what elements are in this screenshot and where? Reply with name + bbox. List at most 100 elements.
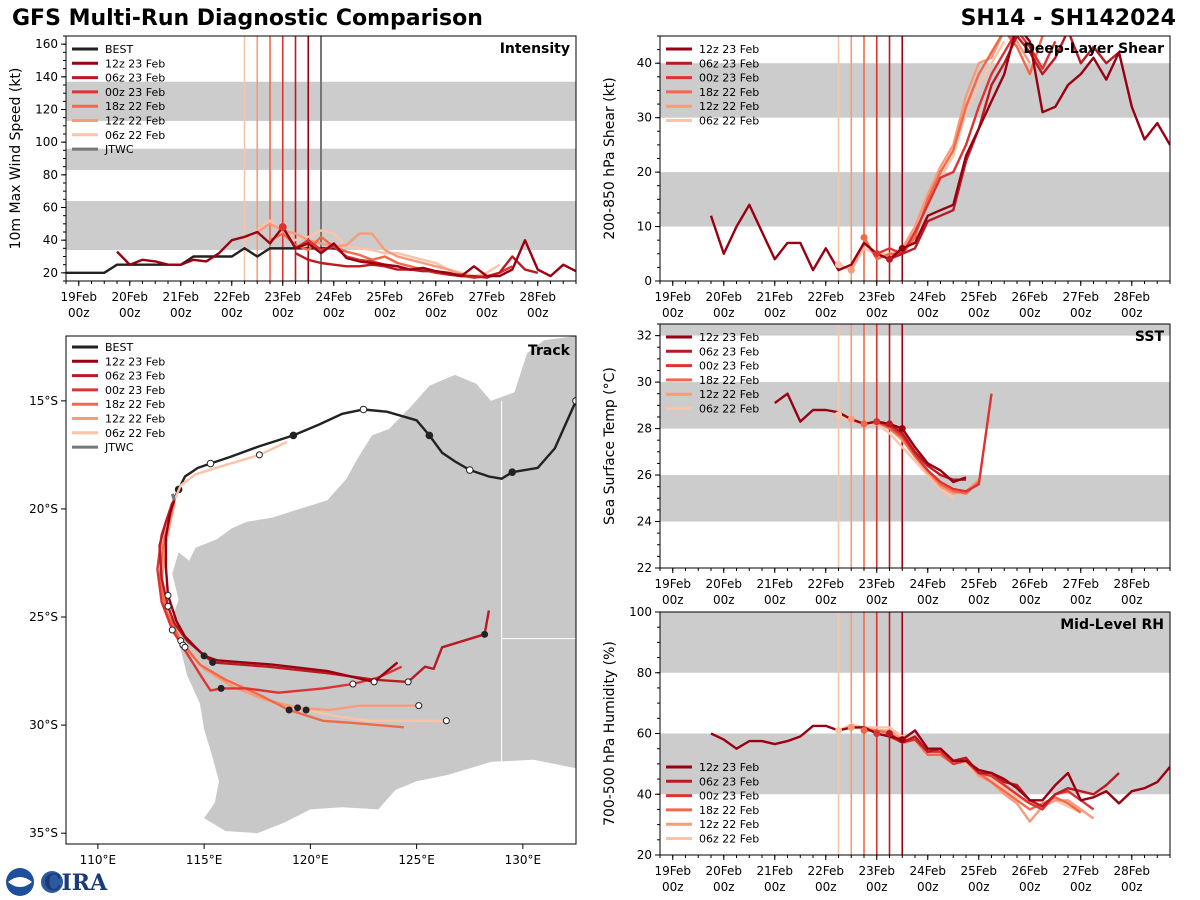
rh-xtick-label-day: 22Feb bbox=[807, 864, 844, 878]
sst-legend-label: 00z 23 Feb bbox=[699, 360, 759, 373]
rh-ytick-label: 100 bbox=[629, 605, 652, 619]
shear-panel: 0 10 20 30 40 19Feb 00z 20Feb 00z 21Feb 00z 22Feb 00… bbox=[602, 35, 1171, 320]
sst-xtick-label-day: 28Feb bbox=[1113, 577, 1150, 591]
shear-ytick-label: 0 bbox=[644, 274, 652, 288]
shear-ytick-label: 20 bbox=[637, 165, 652, 179]
shear-xtick-label-day: 27Feb bbox=[1062, 290, 1099, 304]
init-marker-00z_23 bbox=[873, 730, 881, 737]
sst-xtick-label-day: 24Feb bbox=[909, 577, 946, 591]
sst-ytick-label: 30 bbox=[637, 375, 652, 389]
track-xtick-label: 120°E bbox=[292, 853, 329, 867]
intensity-legend-label: JTWC bbox=[104, 143, 134, 156]
track-point-06z_23 bbox=[481, 630, 489, 638]
shear-xtick-label-day: 26Feb bbox=[1011, 290, 1048, 304]
shear-legend-label: 18z 22 Feb bbox=[699, 86, 759, 99]
intensity-xtick-label-day: 22Feb bbox=[213, 290, 250, 304]
australia-landmass bbox=[170, 336, 576, 834]
shear-xtick-label-day: 24Feb bbox=[909, 290, 946, 304]
rh-xtick-label-day: 23Feb bbox=[858, 864, 895, 878]
sst-xtick-label-day: 23Feb bbox=[858, 577, 895, 591]
best-track-point bbox=[289, 431, 298, 440]
series-line-12z_22 bbox=[256, 222, 488, 279]
intensity-xtick-label-hour: 00z bbox=[119, 306, 141, 320]
series-line-06z_23 bbox=[294, 252, 539, 279]
series-line-06z_23 bbox=[888, 422, 966, 481]
shear-xtick-label-day: 22Feb bbox=[807, 290, 844, 304]
intensity-xtick-label-hour: 00z bbox=[272, 306, 294, 320]
series-line-06z_23 bbox=[889, 36, 1120, 261]
track-point-06z_23 bbox=[164, 602, 172, 610]
sst-legend-label: 06z 23 Feb bbox=[699, 345, 759, 358]
shear-xtick-label-day: 28Feb bbox=[1113, 290, 1150, 304]
rh-legend-label: 06z 23 Feb bbox=[699, 775, 759, 788]
sst-xtick-label-day: 22Feb bbox=[807, 577, 844, 591]
intensity-ytick-label: 60 bbox=[43, 201, 58, 215]
rh-xtick-label-day: 25Feb bbox=[960, 864, 997, 878]
track-point-12z_22 bbox=[294, 704, 302, 712]
rh-xtick-label-day: 26Feb bbox=[1011, 864, 1048, 878]
shear-xtick-label-hour: 00z bbox=[1019, 306, 1041, 320]
series-line-12z_23 bbox=[710, 724, 1170, 805]
intensity-xtick-label-hour: 00z bbox=[323, 306, 345, 320]
sst-xtick-label-day: 21Feb bbox=[756, 577, 793, 591]
intensity-ylabel: 10m Max Wind Speed (kt) bbox=[8, 68, 24, 250]
intensity-ytick-label: 80 bbox=[43, 168, 58, 182]
sst-ytick-label: 22 bbox=[637, 561, 652, 575]
shear-xtick-label-hour: 00z bbox=[815, 306, 837, 320]
shear-ytick-label: 10 bbox=[637, 220, 652, 234]
sst-band bbox=[660, 475, 1170, 522]
intensity-xtick-label-hour: 00z bbox=[170, 306, 192, 320]
track-point-06z_22 bbox=[302, 706, 310, 714]
track-point-00z_23 bbox=[217, 684, 225, 692]
init-marker-18z_22 bbox=[860, 726, 868, 734]
rh-xtick-label-day: 27Feb bbox=[1062, 864, 1099, 878]
rh-series-group bbox=[710, 723, 1170, 823]
sst-xtick-label-hour: 00z bbox=[713, 593, 735, 607]
shear-ytick-label: 40 bbox=[637, 56, 652, 70]
sst-xtick-label-day: 20Feb bbox=[705, 577, 742, 591]
track-point-12z_22 bbox=[415, 702, 423, 710]
rh-xtick-label-hour: 00z bbox=[866, 880, 888, 894]
jtwc-track-line bbox=[170, 493, 176, 501]
track-ytick-label: 30°S bbox=[29, 718, 58, 732]
rh-xtick-label-hour: 00z bbox=[968, 880, 990, 894]
rh-xtick-label-hour: 00z bbox=[1070, 880, 1092, 894]
track-point-00z_23 bbox=[349, 680, 357, 688]
rh-xtick-label-hour: 00z bbox=[1121, 880, 1143, 894]
init-marker-12z_23 bbox=[898, 244, 906, 252]
shear-series-group bbox=[709, 36, 1170, 274]
cira-logo-text: CIRA bbox=[44, 870, 108, 896]
series-line-00z_23 bbox=[876, 393, 993, 493]
intensity-legend-label: BEST bbox=[105, 43, 133, 56]
shear-xtick-label-day: 23Feb bbox=[858, 290, 895, 304]
rh-ytick-label: 60 bbox=[637, 727, 652, 741]
track-point-00z_23 bbox=[168, 626, 176, 634]
sst-xtick-label-hour: 00z bbox=[1019, 593, 1041, 607]
shear-ytick-label: 30 bbox=[637, 111, 652, 125]
track-ytick-label: 25°S bbox=[29, 610, 58, 624]
track-line-00z_23 bbox=[156, 502, 403, 694]
init-marker-12z_22 bbox=[847, 723, 855, 731]
sst-ytick-label: 26 bbox=[637, 468, 652, 482]
rh-ytick-label: 20 bbox=[637, 848, 652, 862]
rh-legend-label: 00z 23 Feb bbox=[699, 790, 759, 803]
sst-legend-label: 12z 22 Feb bbox=[699, 388, 759, 401]
shear-legend-label: 12z 23 Feb bbox=[699, 43, 759, 56]
sst-ytick-label: 24 bbox=[637, 515, 652, 529]
sst-xtick-label-hour: 00z bbox=[815, 593, 837, 607]
intensity-xtick-label-day: 25Feb bbox=[366, 290, 403, 304]
track-xtick-label: 115°E bbox=[186, 853, 223, 867]
track-legend-label: 18z 22 Feb bbox=[105, 398, 165, 411]
track-point-18z_22 bbox=[285, 706, 293, 714]
sst-xtick-label-day: 26Feb bbox=[1011, 577, 1048, 591]
shear-xtick-label-hour: 00z bbox=[764, 306, 786, 320]
sst-legend-label: 18z 22 Feb bbox=[699, 374, 759, 387]
init-marker-18z_22 bbox=[860, 233, 868, 241]
track-ytick-label: 15°S bbox=[29, 394, 58, 408]
init-marker-12z_22 bbox=[847, 415, 855, 423]
init-marker-06z_22 bbox=[835, 411, 842, 419]
